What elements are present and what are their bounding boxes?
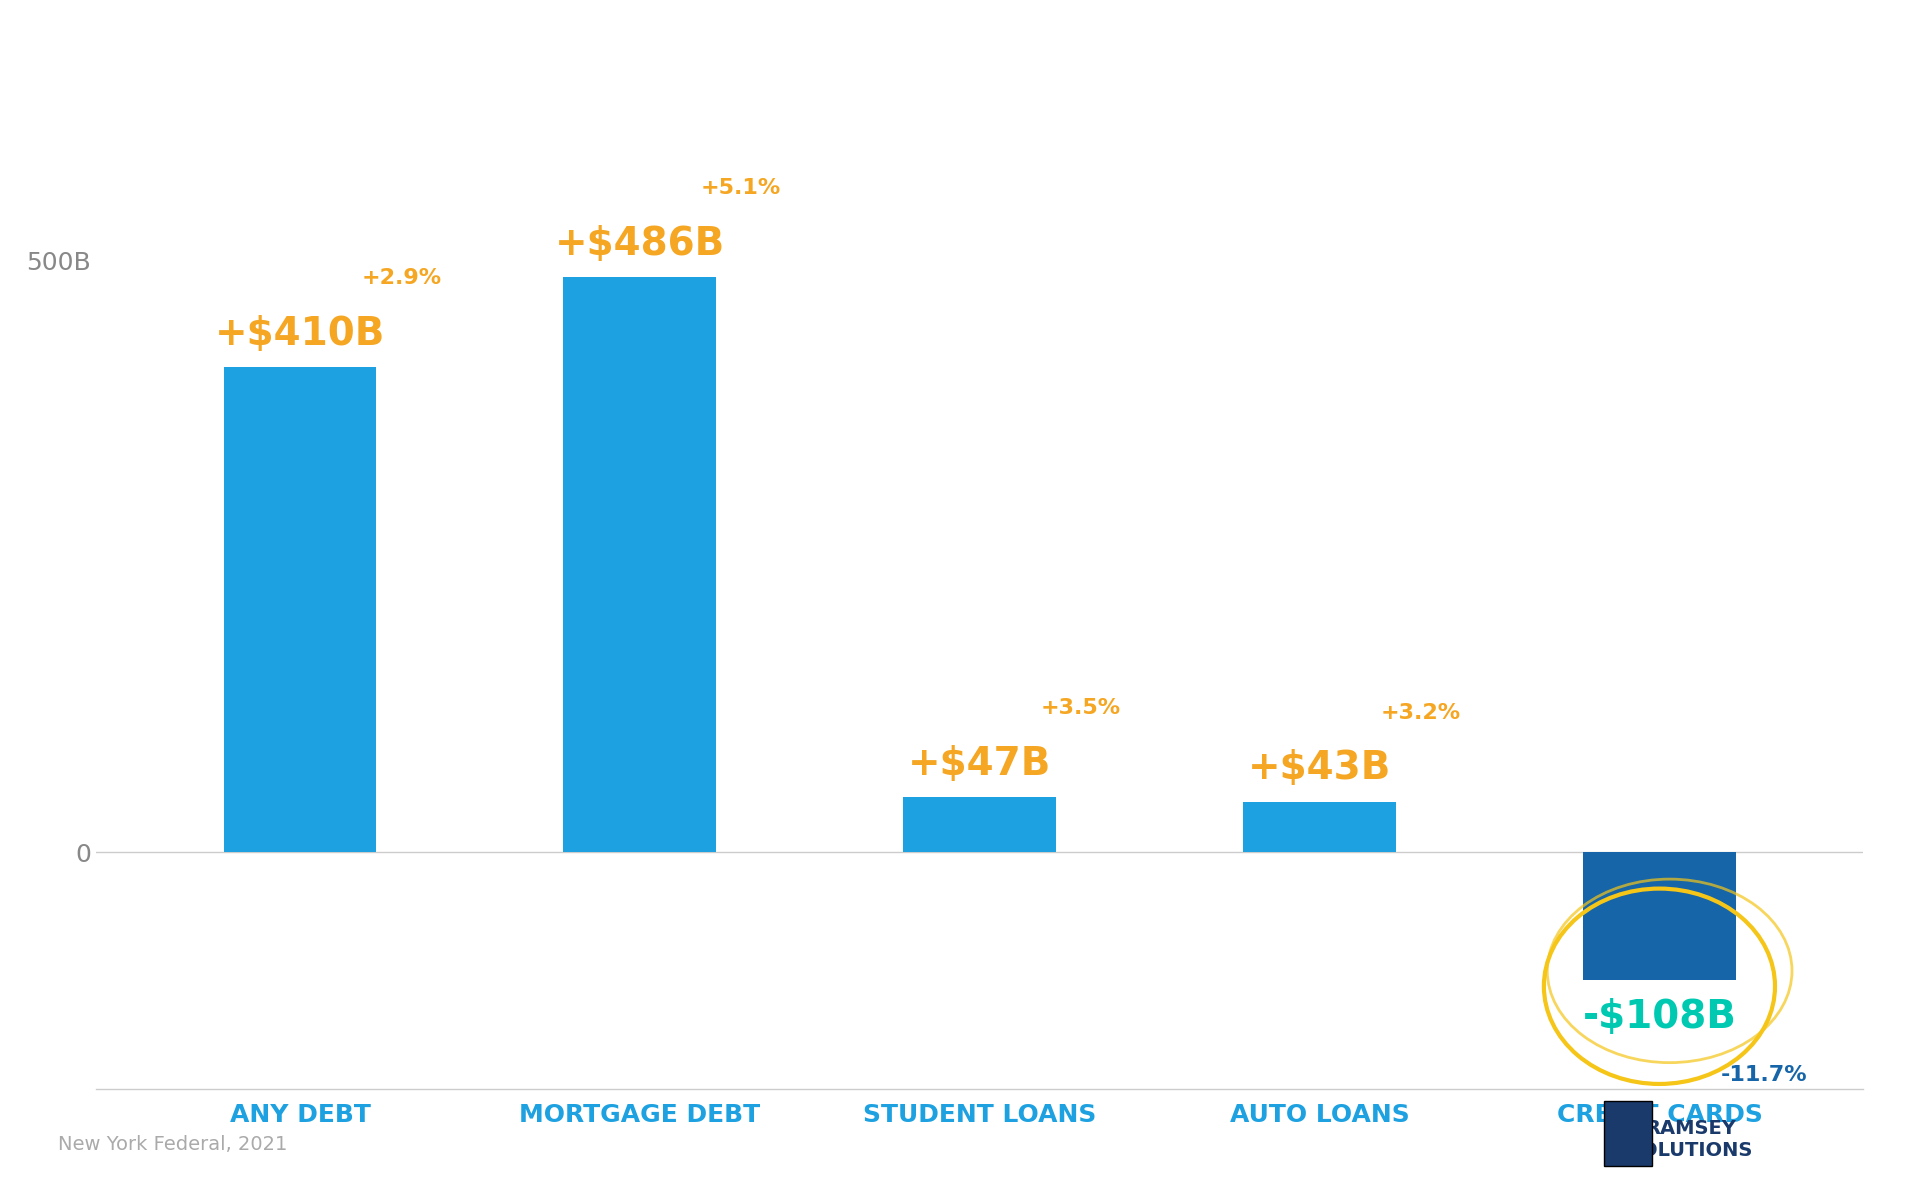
Bar (563, 277, 717, 852)
Text: New York Federal, 2021: New York Federal, 2021 (58, 1135, 286, 1154)
Text: R: R (1619, 1130, 1637, 1148)
Text: CHANGE IN AVERAGE AMERICAN DEBT TOTALS IN 2020: CHANGE IN AVERAGE AMERICAN DEBT TOTALS I… (58, 43, 1677, 94)
Text: +$486B: +$486B (555, 225, 724, 263)
Text: +3.2%: +3.2% (1381, 703, 1460, 722)
Text: -11.7%: -11.7% (1721, 1066, 1808, 1085)
Bar (1243, 802, 1397, 852)
Text: +5.1%: +5.1% (701, 179, 782, 198)
Bar (1583, 852, 1737, 980)
Bar (903, 797, 1057, 852)
Text: +3.5%: +3.5% (1041, 699, 1122, 718)
Text: +2.9%: +2.9% (361, 269, 442, 288)
Text: RAMSEY
SOLUTIONS: RAMSEY SOLUTIONS (1627, 1119, 1754, 1160)
Text: -$108B: -$108B (1583, 998, 1737, 1036)
Text: +$47B: +$47B (909, 745, 1051, 783)
Bar (223, 367, 377, 852)
Text: +$43B: +$43B (1249, 749, 1391, 787)
Text: +$410B: +$410B (215, 315, 384, 353)
